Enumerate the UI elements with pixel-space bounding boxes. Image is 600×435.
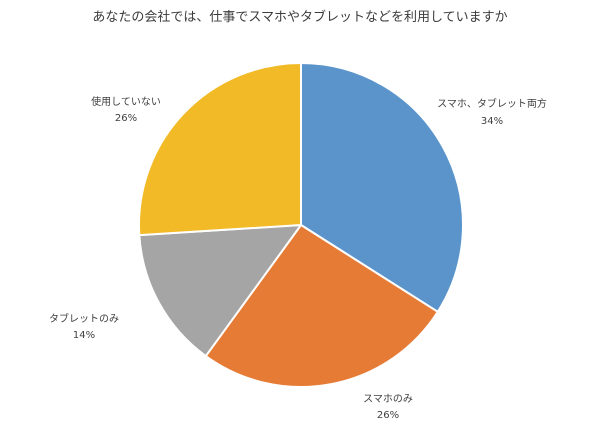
pie-slices	[138, 62, 464, 388]
percent-label-tablet-only: 14%	[73, 330, 95, 341]
percent-label-not-used: 26%	[115, 113, 137, 124]
slice-tablet-only	[138, 224, 302, 358]
slice-smartphone-only	[204, 224, 439, 388]
category-label-smartphone-only: スマホのみ	[363, 393, 413, 405]
category-label-not-used: 使用していない	[91, 95, 161, 108]
slice-not-used	[138, 62, 302, 237]
category-label-smartphone-and-tablet: スマホ、タブレット両方	[437, 97, 547, 110]
category-label-tablet-only: タブレットのみ	[49, 312, 119, 325]
percent-label-smartphone-and-tablet: 34%	[481, 116, 503, 127]
percent-label-smartphone-only: 26%	[377, 410, 399, 421]
chart-title: あなたの会社では、仕事でスマホやタブレットなどを利用していますか	[92, 10, 508, 25]
data-labels: スマホ、タブレット両方 34% スマホのみ 26% タブレットのみ 14% 使用…	[49, 95, 547, 421]
